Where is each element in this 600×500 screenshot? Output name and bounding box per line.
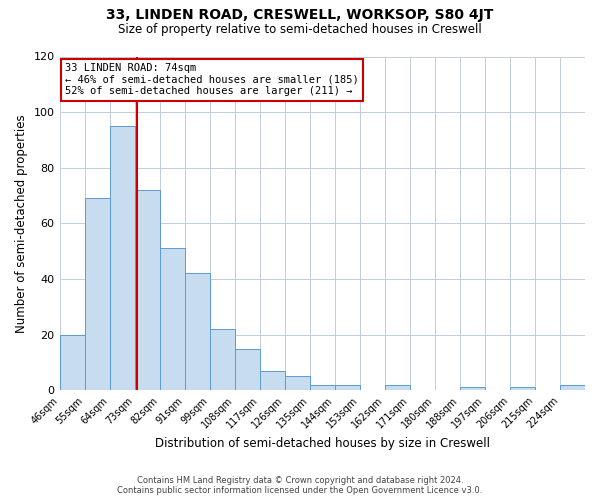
Text: Size of property relative to semi-detached houses in Creswell: Size of property relative to semi-detach… — [118, 22, 482, 36]
Bar — [185, 274, 209, 390]
X-axis label: Distribution of semi-detached houses by size in Creswell: Distribution of semi-detached houses by … — [155, 437, 490, 450]
Bar — [335, 384, 360, 390]
Bar — [285, 376, 310, 390]
Bar — [510, 388, 535, 390]
Y-axis label: Number of semi-detached properties: Number of semi-detached properties — [15, 114, 28, 332]
Bar — [85, 198, 110, 390]
Text: 33, LINDEN ROAD, CRESWELL, WORKSOP, S80 4JT: 33, LINDEN ROAD, CRESWELL, WORKSOP, S80 … — [106, 8, 494, 22]
Bar — [209, 329, 235, 390]
Bar — [110, 126, 134, 390]
Bar — [134, 190, 160, 390]
Text: 33 LINDEN ROAD: 74sqm
← 46% of semi-detached houses are smaller (185)
52% of sem: 33 LINDEN ROAD: 74sqm ← 46% of semi-deta… — [65, 63, 359, 96]
Bar — [560, 384, 585, 390]
Bar — [385, 384, 410, 390]
Text: Contains HM Land Registry data © Crown copyright and database right 2024.
Contai: Contains HM Land Registry data © Crown c… — [118, 476, 482, 495]
Bar — [235, 348, 260, 391]
Bar — [59, 334, 85, 390]
Bar — [310, 384, 335, 390]
Bar — [460, 388, 485, 390]
Bar — [260, 371, 285, 390]
Bar — [160, 248, 185, 390]
